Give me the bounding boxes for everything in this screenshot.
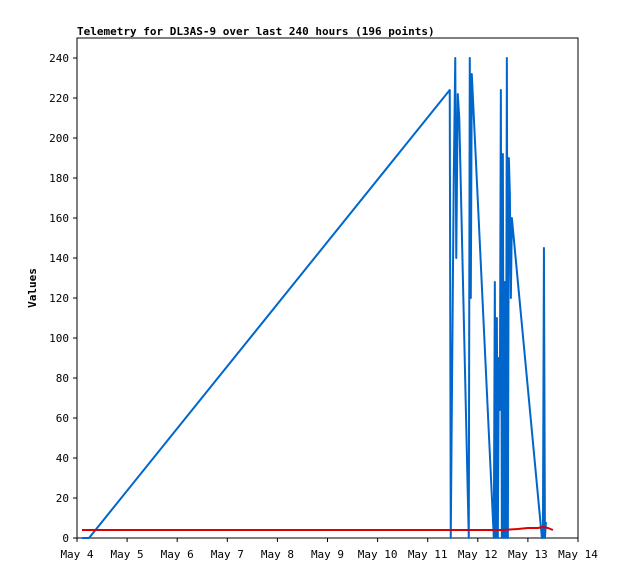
x-tick-label: May 14 [558, 548, 598, 561]
y-tick-label: 0 [62, 532, 69, 545]
x-tick-label: May 9 [311, 548, 344, 561]
y-tick-label: 60 [56, 412, 69, 425]
y-tick-label: 20 [56, 492, 69, 505]
x-tick-label: May 12 [458, 548, 498, 561]
plot-area: 0 20 40 60 80 100 120 140 160 180 200 220 240 May 4 Ma… [49, 37, 598, 561]
x-tick-label: May 7 [211, 548, 244, 561]
x-tick-label: May 6 [161, 548, 194, 561]
x-tick-label: May 4 [60, 548, 93, 561]
x-tick-label: May 10 [358, 548, 398, 561]
series-line-2 [82, 526, 554, 531]
y-tick-label: 240 [49, 52, 69, 65]
y-tick-label: 120 [49, 292, 69, 305]
x-tick-label: May 5 [111, 548, 144, 561]
y-tick-label: 200 [49, 132, 69, 145]
y-tick-label: 140 [49, 252, 69, 265]
x-tick-label: May 13 [508, 548, 548, 561]
x-tick-label: May 11 [408, 548, 448, 561]
series-line-1 [82, 57, 547, 539]
y-axis-label: Values [26, 268, 39, 308]
y-tick-label: 180 [49, 172, 69, 185]
y-tick-label: 220 [49, 92, 69, 105]
y-tick-label: 40 [56, 452, 69, 465]
x-tick-label: May 8 [261, 548, 294, 561]
y-tick-label: 80 [56, 372, 69, 385]
y-tick-label: 100 [49, 332, 69, 345]
chart-title: Telemetry for DL3AS-9 over last 240 hour… [77, 25, 435, 38]
y-tick-label: 160 [49, 212, 69, 225]
